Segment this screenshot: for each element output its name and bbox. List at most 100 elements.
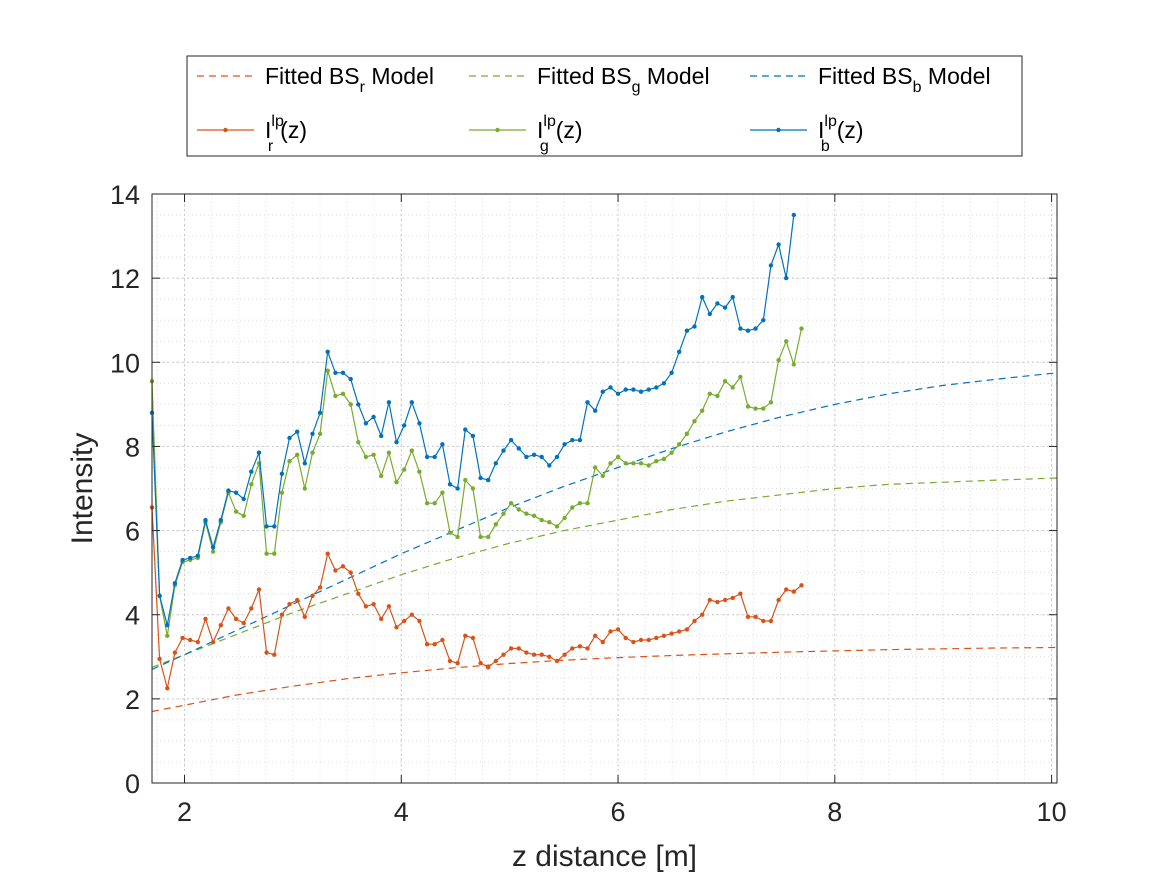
series-I_g^lp(z) <box>149 326 804 638</box>
data-point <box>417 421 422 426</box>
data-point <box>424 454 430 460</box>
x-tick-label: 6 <box>611 797 626 827</box>
data-point <box>348 376 353 382</box>
y-tick-label: 12 <box>110 264 140 294</box>
legend-label: Fitted BSg Model <box>537 63 710 96</box>
data-point <box>577 644 583 649</box>
x-tick-label: 4 <box>394 797 409 827</box>
legend-item: Fitted BSb Model <box>750 63 991 96</box>
data-point <box>761 618 766 624</box>
data-point <box>730 385 735 390</box>
data-point <box>379 616 384 622</box>
data-point <box>180 557 185 563</box>
data-point <box>516 646 521 651</box>
data-point <box>669 450 674 455</box>
data-point <box>478 534 483 540</box>
data-point <box>623 635 628 641</box>
data-point <box>593 408 598 413</box>
data-point <box>661 381 667 386</box>
data-point <box>455 534 460 540</box>
data-point <box>547 463 552 468</box>
data-point <box>409 448 414 453</box>
y-tick-label: 10 <box>110 348 140 378</box>
data-point <box>623 461 628 466</box>
data-point <box>210 549 216 554</box>
data-point <box>195 553 200 558</box>
data-point <box>524 650 529 655</box>
data-point <box>761 406 766 411</box>
data-point <box>570 505 575 510</box>
data-point <box>562 442 567 447</box>
data-point <box>348 570 353 575</box>
data-point <box>447 658 453 664</box>
data-point <box>394 440 399 445</box>
data-point <box>486 477 491 483</box>
data-point <box>157 593 162 598</box>
data-point <box>340 370 346 375</box>
data-point <box>371 602 376 607</box>
data-point <box>241 496 246 502</box>
series-Fitted BS_r Model <box>151 646 1058 713</box>
data-point <box>707 597 712 603</box>
data-point <box>722 305 728 310</box>
legend-item: Ilp r(z) <box>197 113 307 155</box>
data-point <box>233 616 239 622</box>
data-point <box>455 486 460 491</box>
data-point <box>692 419 697 424</box>
data-point <box>508 501 514 506</box>
data-point <box>738 591 743 596</box>
data-point <box>791 212 796 218</box>
data-point <box>356 440 361 445</box>
data-point <box>478 475 483 481</box>
data-point <box>302 461 307 466</box>
series-line <box>151 328 803 637</box>
data-point <box>302 614 307 619</box>
series-line <box>151 507 802 689</box>
data-point <box>493 658 498 664</box>
series-line <box>151 372 1058 670</box>
data-point <box>333 370 338 375</box>
data-point <box>256 587 262 592</box>
series-I_b^lp(z) <box>149 212 796 628</box>
data-point <box>493 522 498 527</box>
data-point <box>394 480 399 485</box>
data-point <box>654 385 659 390</box>
data-point <box>707 391 712 396</box>
data-point <box>310 593 315 598</box>
series-layer <box>149 212 1058 713</box>
data-point <box>593 633 598 638</box>
data-point <box>669 631 674 636</box>
data-point <box>539 652 544 657</box>
data-point <box>531 513 537 518</box>
data-point <box>615 627 621 632</box>
data-point <box>524 454 529 460</box>
data-point <box>279 471 285 476</box>
legend-marker <box>495 127 500 133</box>
data-point <box>722 379 728 384</box>
x-axis-label: z distance [m] <box>512 840 697 873</box>
data-point <box>295 597 300 603</box>
data-point <box>455 660 460 666</box>
data-point <box>363 604 369 609</box>
data-point <box>784 275 789 281</box>
data-point <box>761 318 766 323</box>
legend-label: Fitted BSr Model <box>265 63 434 96</box>
legend-item: Ilp g(z) <box>469 113 583 155</box>
data-point <box>226 606 231 611</box>
legend-box <box>186 55 1023 157</box>
data-point <box>356 402 361 407</box>
data-point <box>539 517 544 523</box>
data-point <box>195 639 200 645</box>
series-line <box>151 646 1058 713</box>
y-tick-label: 2 <box>125 685 140 715</box>
data-point <box>776 597 781 603</box>
data-point <box>287 459 292 464</box>
data-point <box>172 581 178 586</box>
data-point <box>264 524 269 529</box>
data-point <box>417 618 422 624</box>
data-point <box>188 555 193 561</box>
data-point <box>692 324 697 329</box>
data-point <box>753 406 758 411</box>
data-point <box>233 509 239 514</box>
